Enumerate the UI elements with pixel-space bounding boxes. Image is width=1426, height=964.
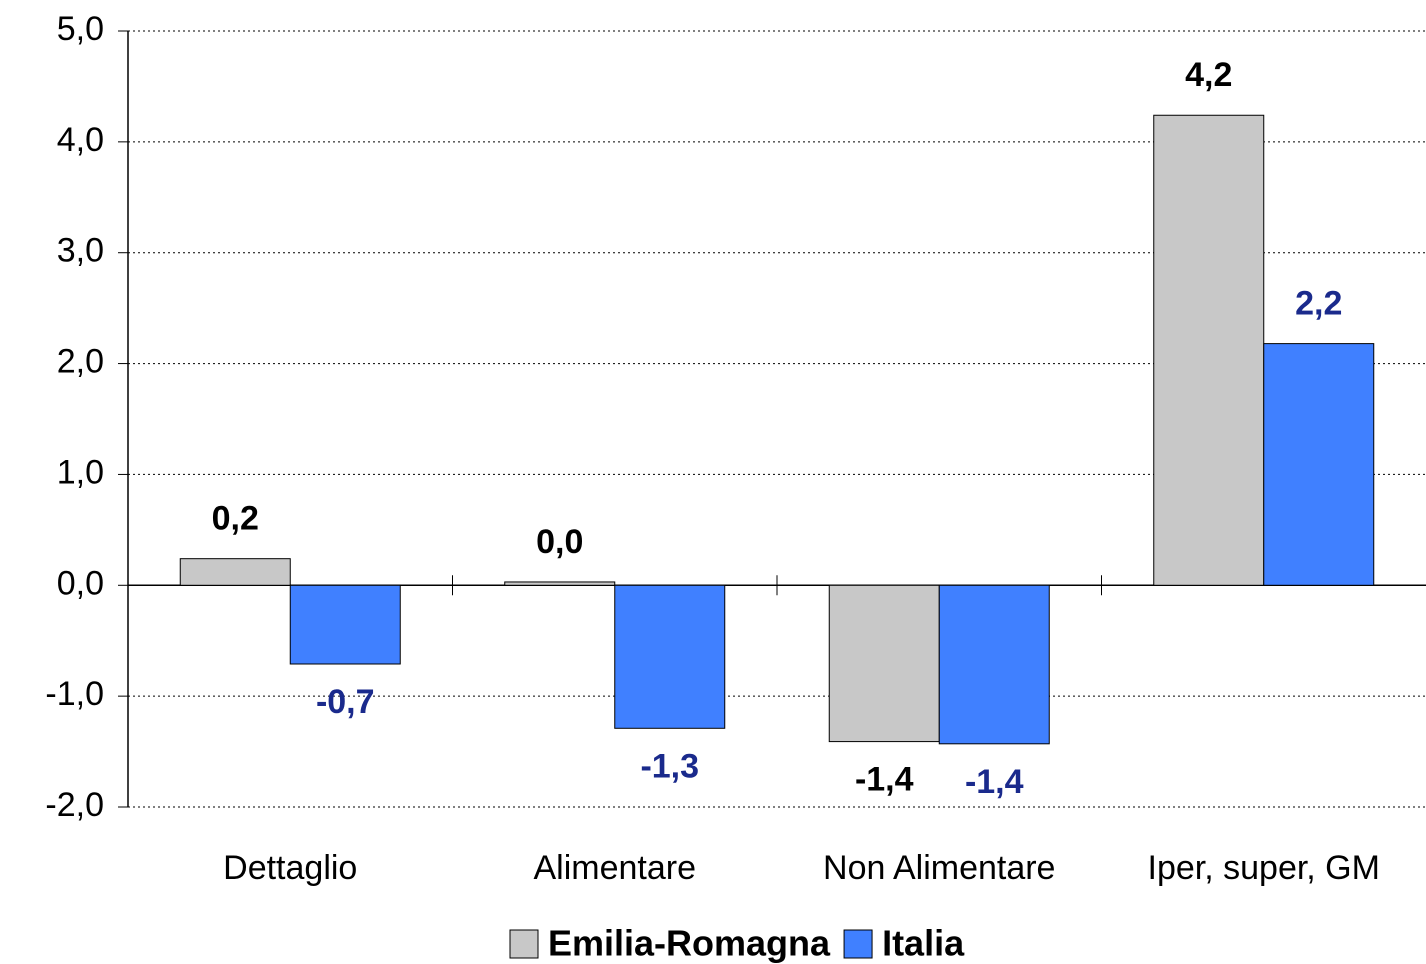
bar <box>938 584 1050 745</box>
y-tick-label: 4,0 <box>57 121 104 159</box>
y-tick-label: 1,0 <box>57 453 104 491</box>
bar <box>1153 114 1265 586</box>
legend-swatch <box>509 929 539 959</box>
value-label: 4,2 <box>1185 56 1232 94</box>
value-label: 0,2 <box>212 500 259 538</box>
bar <box>289 584 401 665</box>
y-tick-label: 2,0 <box>57 343 104 381</box>
y-tick-label: 0,0 <box>57 564 104 602</box>
value-label: 2,2 <box>1295 285 1342 323</box>
legend-label: Italia <box>882 923 965 964</box>
value-label: -0,7 <box>316 683 375 721</box>
x-tick-label: Non Alimentare <box>823 849 1055 887</box>
value-label: -1,4 <box>855 761 914 799</box>
bar <box>504 581 616 586</box>
bar <box>1263 343 1375 586</box>
y-tick-label: 3,0 <box>57 232 104 270</box>
x-tick-label: Dettaglio <box>223 849 357 887</box>
bar <box>179 558 291 586</box>
bar <box>828 584 940 743</box>
legend-swatch <box>843 929 873 959</box>
y-tick-label: 5,0 <box>57 10 104 48</box>
value-label: 0,0 <box>536 523 583 561</box>
value-label: -1,4 <box>965 763 1024 801</box>
value-label: -1,3 <box>640 747 699 785</box>
x-tick-label: Iper, super, GM <box>1148 849 1380 887</box>
y-tick-label: -1,0 <box>45 675 104 713</box>
bar <box>614 584 726 729</box>
legend-label: Emilia-Romagna <box>548 923 831 964</box>
x-tick-label: Alimentare <box>533 849 696 887</box>
y-tick-label: -2,0 <box>45 786 104 824</box>
